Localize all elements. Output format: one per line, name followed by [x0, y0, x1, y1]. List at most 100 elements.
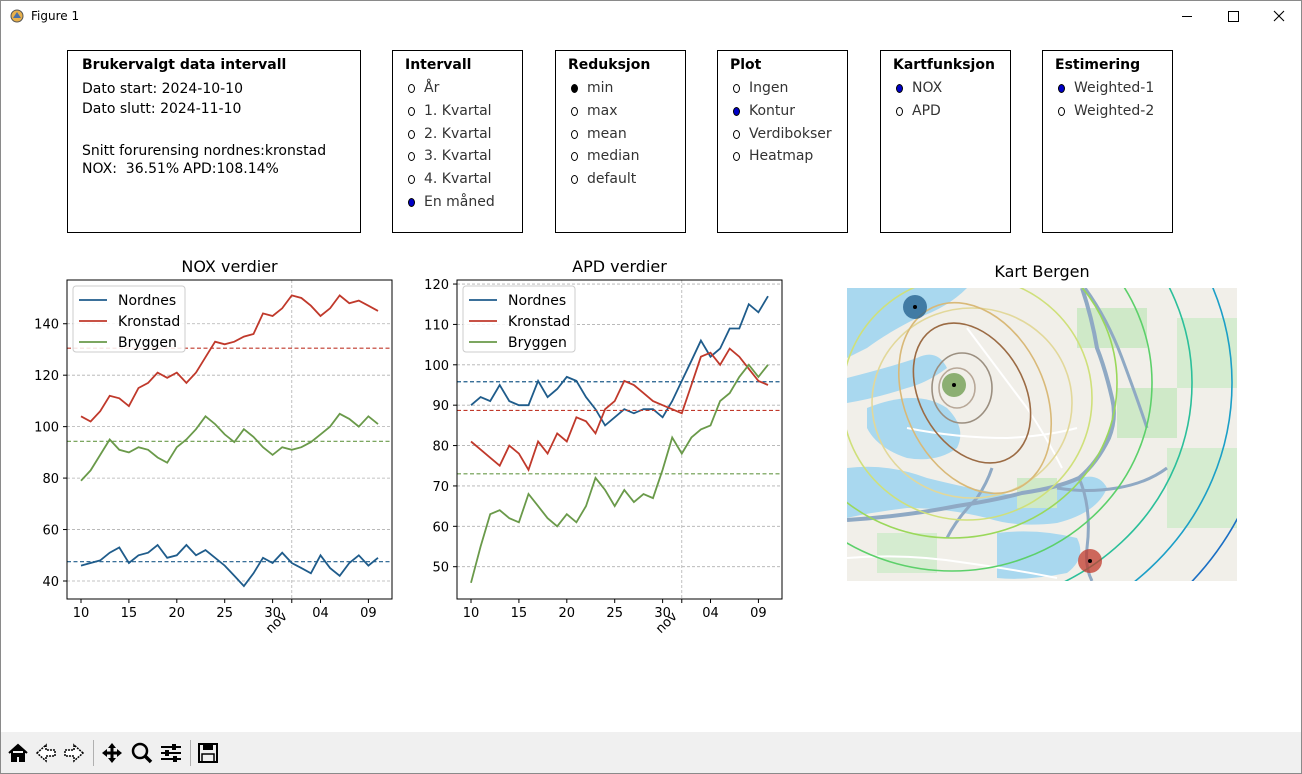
configure-icon — [161, 744, 181, 762]
radio-button[interactable] — [571, 152, 578, 162]
legend-label: Kronstad — [508, 314, 570, 330]
kartfunksjon-title: Kartfunksjon — [893, 57, 995, 73]
reduksjon-option[interactable]: default — [568, 170, 718, 190]
home-button[interactable] — [5, 741, 31, 765]
date-end: Dato slutt: 2024-11-10 — [82, 101, 242, 117]
reduksjon-panel: Reduksjon min max mean median default — [555, 50, 686, 233]
estimering-panel: Estimering Weighted-1 Weighted-2 — [1042, 50, 1173, 233]
radio-button[interactable] — [571, 175, 578, 185]
radio-button[interactable] — [733, 106, 740, 116]
info-title: Brukervalgt data intervall — [82, 57, 287, 73]
reduksjon-option-label: mean — [587, 125, 627, 142]
series-line-kronstad — [470, 347, 769, 472]
intervall-option[interactable]: En måned — [405, 193, 555, 213]
intervall-option[interactable]: 2. Kvartal — [405, 125, 555, 145]
plot-option[interactable]: Heatmap — [730, 147, 880, 167]
legend-label: Nordnes — [118, 293, 176, 309]
radio-button[interactable] — [408, 106, 415, 116]
plot-frame — [66, 279, 393, 600]
y-tick-label: 70 — [432, 480, 449, 495]
reduksjon-option-label: max — [587, 102, 618, 119]
radio-button[interactable] — [896, 84, 903, 93]
forward-button[interactable] — [61, 741, 87, 765]
y-tick-label: 80 — [432, 440, 449, 455]
radio-button[interactable] — [408, 175, 415, 185]
radio-button[interactable] — [408, 152, 415, 162]
x-tick-label: 25 — [216, 606, 233, 621]
maximize-button[interactable] — [1210, 1, 1256, 32]
back-button[interactable] — [33, 741, 59, 765]
series-line-bryggen — [80, 412, 379, 482]
estimering-option[interactable]: Weighted-1 — [1055, 79, 1205, 99]
configure-button[interactable] — [158, 741, 184, 765]
reduksjon-option[interactable]: mean — [568, 125, 718, 145]
radio-button[interactable] — [733, 84, 740, 93]
radio-button[interactable] — [408, 84, 415, 93]
x-tick-label: 30 — [264, 606, 281, 621]
radio-button[interactable] — [408, 129, 415, 139]
pan-button[interactable] — [99, 741, 125, 765]
radio-button[interactable] — [733, 152, 740, 162]
intervall-option-label: 4. Kvartal — [424, 171, 492, 188]
plot-title: Plot — [730, 57, 762, 73]
reduksjon-option-label: min — [587, 80, 614, 96]
y-tick-label: 100 — [424, 359, 449, 374]
intervall-option[interactable]: 3. Kvartal — [405, 147, 555, 167]
intervall-option-label: 3. Kvartal — [424, 148, 492, 165]
plot-option[interactable]: Ingen — [730, 79, 880, 99]
radio-button[interactable] — [408, 198, 415, 207]
close-button[interactable] — [1256, 1, 1301, 32]
kartfunksjon-option[interactable]: APD — [893, 102, 1043, 122]
estimering-option-label: Weighted-2 — [1074, 102, 1155, 119]
reduksjon-option[interactable]: median — [568, 147, 718, 167]
close-icon — [1273, 10, 1285, 22]
radio-button[interactable] — [1058, 106, 1065, 116]
legend: Nordnes Kronstad Bryggen — [462, 285, 576, 353]
bergen-map[interactable] — [847, 288, 1237, 581]
series-line-nordnes — [470, 295, 769, 427]
figure-canvas: Brukervalgt data intervall Dato start: 2… — [1, 32, 1301, 732]
maximize-icon — [1228, 11, 1239, 22]
plot-option[interactable]: Kontur — [730, 102, 880, 122]
intervall-option[interactable]: 4. Kvartal — [405, 170, 555, 190]
radio-button[interactable] — [1058, 84, 1065, 93]
intervall-option[interactable]: 1. Kvartal — [405, 102, 555, 122]
y-tick-label: 50 — [432, 561, 449, 576]
zoom-button[interactable] — [129, 741, 155, 765]
y-tick-label: 90 — [432, 399, 449, 414]
save-button[interactable] — [195, 741, 221, 765]
nox-avg: NOX: 36.51% — [82, 161, 180, 177]
radio-button[interactable] — [571, 129, 578, 139]
plot-option-label: Ingen — [749, 80, 789, 96]
y-tick-label: 110 — [424, 318, 449, 333]
radio-button[interactable] — [733, 129, 740, 139]
kartfunksjon-option[interactable]: NOX — [893, 79, 1043, 99]
series-line-bryggen — [470, 363, 769, 584]
y-tick-label: 100 — [34, 421, 59, 436]
minimize-button[interactable] — [1164, 1, 1210, 32]
map-title: Kart Bergen — [994, 262, 1090, 281]
reduksjon-option[interactable]: max — [568, 102, 718, 122]
x-tick-label: 20 — [169, 606, 186, 621]
kartfunksjon-option-label: NOX — [912, 80, 943, 96]
radio-button[interactable] — [571, 84, 578, 93]
plot-option-label: Heatmap — [749, 148, 814, 165]
x-tick-label: 09 — [360, 606, 377, 621]
kartfunksjon-panel: Kartfunksjon NOX APD — [880, 50, 1011, 233]
y-tick-label: 60 — [42, 524, 59, 539]
radio-button[interactable] — [571, 106, 578, 116]
plot-frame — [456, 279, 783, 600]
legend-label: Bryggen — [118, 335, 177, 351]
radio-button[interactable] — [896, 106, 903, 116]
reduksjon-option[interactable]: min — [568, 79, 718, 99]
estimering-option[interactable]: Weighted-2 — [1055, 102, 1205, 122]
intervall-option-label: 2. Kvartal — [424, 125, 492, 142]
intervall-option[interactable]: År — [405, 79, 555, 99]
x-tick-label: 15 — [511, 606, 528, 621]
reduksjon-option-label: median — [587, 148, 640, 165]
apd-avg: APD:108.14% — [183, 161, 279, 177]
plot-option[interactable]: Verdibokser — [730, 125, 880, 145]
minimize-icon — [1182, 16, 1192, 17]
estimering-title: Estimering — [1055, 57, 1141, 73]
